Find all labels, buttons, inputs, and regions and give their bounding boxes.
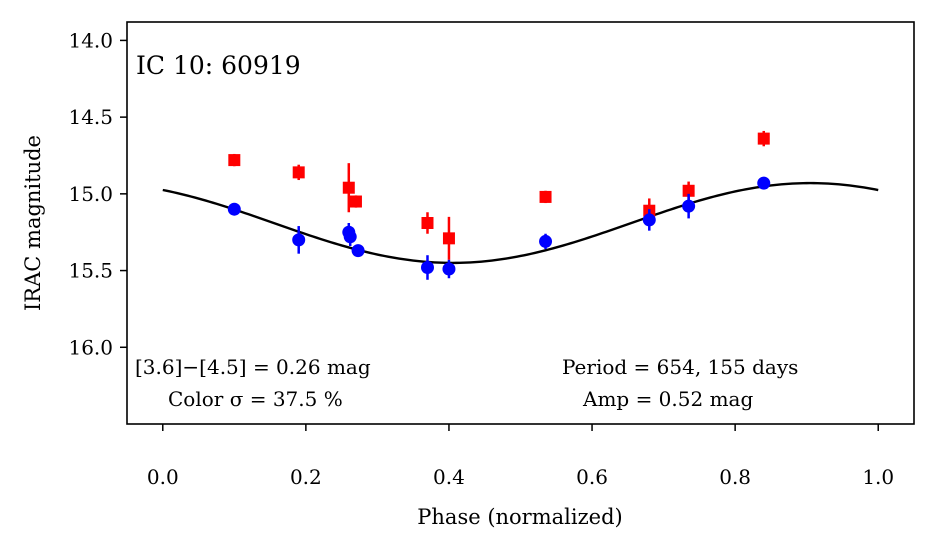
color-sigma-annotation: Color σ = 37.5 % bbox=[168, 387, 343, 411]
data-point-circle bbox=[642, 213, 656, 227]
data-point-square bbox=[292, 166, 305, 179]
data-point-square bbox=[342, 181, 355, 194]
period-annotation: Period = 654, 155 days bbox=[562, 355, 798, 379]
axes-layer: 0.0 0.2 0.4 0.6 0.8 1.0 14.0 14.5 15.0 15.5 16.0 bbox=[68, 28, 894, 489]
data-point-square bbox=[539, 190, 552, 203]
data-point-circle bbox=[442, 262, 456, 276]
plot-frame bbox=[126, 21, 915, 425]
data-point-square bbox=[442, 232, 455, 245]
data-point-circle bbox=[757, 176, 771, 190]
x-tick-label: 0.6 bbox=[576, 465, 608, 489]
x-tick-label: 1.0 bbox=[862, 465, 894, 489]
y-tick-label: 16.0 bbox=[68, 335, 113, 359]
x-tick-label: 0.8 bbox=[719, 465, 751, 489]
x-tick-label: 0.2 bbox=[290, 465, 322, 489]
y-axis-label: IRAC magnitude bbox=[21, 135, 45, 311]
y-tick-label: 15.0 bbox=[68, 182, 113, 206]
data-point-circle bbox=[351, 244, 365, 258]
chart-title: IC 10: 60919 bbox=[136, 51, 301, 80]
y-tick-label: 15.5 bbox=[68, 259, 113, 283]
data-point-square bbox=[421, 217, 434, 229]
data-point-square bbox=[228, 154, 241, 167]
amplitude-annotation: Amp = 0.52 mag bbox=[582, 387, 753, 411]
data-point-circle bbox=[292, 233, 306, 247]
data-point-circle bbox=[227, 202, 241, 216]
data-point-circle bbox=[539, 234, 553, 248]
y-tick-label: 14.5 bbox=[68, 105, 113, 129]
x-tick-label: 0.4 bbox=[433, 465, 465, 489]
data-point-square bbox=[757, 132, 770, 145]
series-1 bbox=[227, 176, 771, 280]
x-tick-label: 0.0 bbox=[147, 465, 179, 489]
series-0 bbox=[228, 130, 770, 260]
x-axis-label: Phase (normalized) bbox=[417, 505, 622, 529]
data-point-circle bbox=[682, 199, 696, 213]
y-tick-label: 14.0 bbox=[68, 28, 113, 52]
data-point-square bbox=[682, 184, 695, 197]
data-point-circle bbox=[343, 230, 357, 244]
data-point-square bbox=[349, 195, 362, 208]
color-annotation: [3.6]−[4.5] = 0.26 mag bbox=[135, 355, 371, 379]
data-points-layer bbox=[227, 130, 771, 280]
data-point-circle bbox=[420, 260, 434, 274]
